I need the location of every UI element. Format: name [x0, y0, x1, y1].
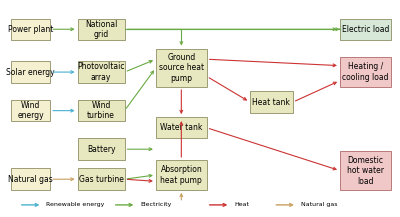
- FancyBboxPatch shape: [78, 18, 124, 40]
- Text: National
grid: National grid: [85, 20, 117, 39]
- Text: Gas turbine: Gas turbine: [79, 175, 124, 184]
- Text: Natural gas: Natural gas: [301, 202, 337, 207]
- Text: Water tank: Water tank: [160, 123, 202, 132]
- Text: Natural gas: Natural gas: [8, 175, 53, 184]
- FancyBboxPatch shape: [340, 18, 391, 40]
- FancyBboxPatch shape: [11, 168, 50, 190]
- Text: Ground
source heat
pump: Ground source heat pump: [159, 53, 204, 83]
- FancyBboxPatch shape: [340, 151, 391, 190]
- FancyBboxPatch shape: [11, 61, 50, 83]
- Text: Solar energy: Solar energy: [6, 67, 55, 77]
- Text: Absorption
heat pump: Absorption heat pump: [160, 165, 202, 185]
- FancyBboxPatch shape: [340, 57, 391, 87]
- Text: Wind
turbine: Wind turbine: [87, 101, 115, 120]
- Text: Renewable energy: Renewable energy: [46, 202, 105, 207]
- Text: Photovoltaic
array: Photovoltaic array: [77, 62, 125, 82]
- FancyBboxPatch shape: [78, 138, 124, 160]
- Text: Heat: Heat: [234, 202, 249, 207]
- FancyBboxPatch shape: [250, 91, 293, 113]
- FancyBboxPatch shape: [156, 160, 207, 190]
- Text: Heat tank: Heat tank: [252, 98, 290, 107]
- Text: Electric load: Electric load: [342, 25, 389, 34]
- Text: Heating /
cooling load: Heating / cooling load: [342, 62, 388, 82]
- Text: Wind
energy: Wind energy: [17, 101, 44, 120]
- Text: Electricity: Electricity: [140, 202, 172, 207]
- Text: Battery: Battery: [87, 145, 115, 154]
- FancyBboxPatch shape: [78, 61, 124, 83]
- FancyBboxPatch shape: [11, 18, 50, 40]
- FancyBboxPatch shape: [78, 100, 124, 121]
- Text: Domestic
hot water
load: Domestic hot water load: [347, 156, 384, 186]
- FancyBboxPatch shape: [156, 117, 207, 138]
- FancyBboxPatch shape: [11, 100, 50, 121]
- FancyBboxPatch shape: [78, 168, 124, 190]
- Text: Power plant: Power plant: [8, 25, 53, 34]
- FancyBboxPatch shape: [156, 49, 207, 87]
